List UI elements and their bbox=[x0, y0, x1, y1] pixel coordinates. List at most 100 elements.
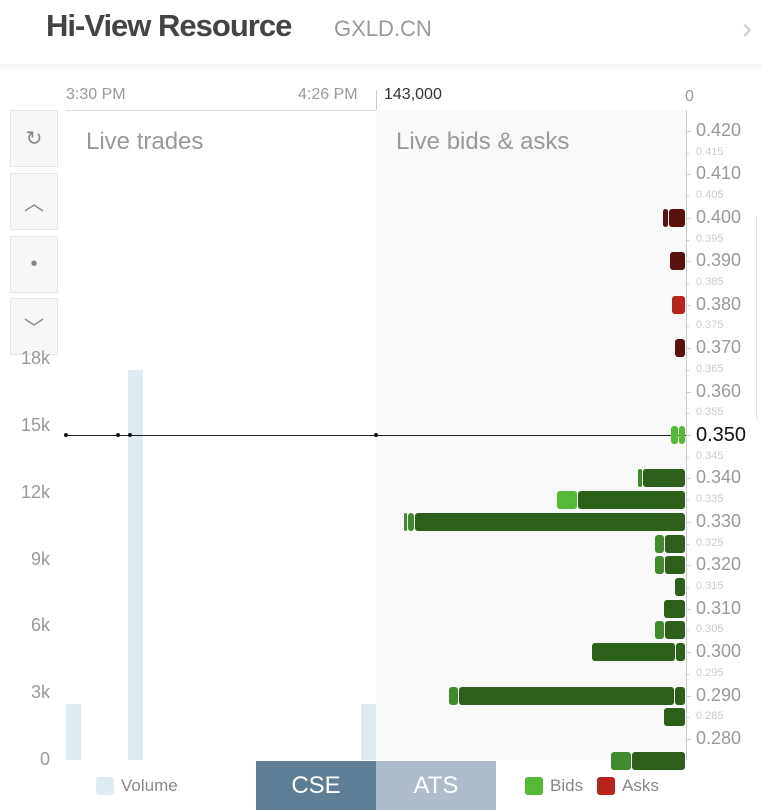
dot-button[interactable]: • bbox=[10, 236, 58, 293]
price-minor-tick-mark bbox=[686, 413, 689, 415]
ask-order-bar bbox=[663, 208, 669, 227]
price-minor-tick-mark bbox=[686, 500, 689, 502]
price-minor-tick-mark bbox=[686, 630, 689, 632]
bid-order-bar bbox=[408, 512, 414, 531]
price-minor-tick-mark bbox=[686, 543, 689, 545]
bid-order-bar bbox=[459, 686, 675, 705]
price-tick-mark bbox=[686, 435, 691, 436]
price-label: 0.280 bbox=[696, 728, 742, 749]
ask-order-bar bbox=[669, 208, 685, 227]
price-tick-mark bbox=[686, 391, 691, 393]
volume-bar bbox=[361, 704, 376, 760]
price-minor-tick-mark bbox=[686, 673, 689, 675]
company-title: Hi-View Resource bbox=[46, 8, 292, 43]
bid-order-bar bbox=[610, 751, 631, 770]
price-minor-tick-mark bbox=[686, 283, 689, 284]
bid-order-bar bbox=[675, 578, 685, 596]
tab-cse[interactable]: CSE bbox=[256, 761, 376, 810]
price-label: 0.330 bbox=[696, 510, 742, 531]
trade-point bbox=[128, 433, 132, 437]
price-label: 0.390 bbox=[696, 250, 742, 271]
price-label: 0.380 bbox=[696, 293, 742, 314]
price-tick-mark bbox=[686, 304, 691, 306]
bid-order-bar bbox=[664, 556, 685, 575]
bid-order-bar bbox=[578, 491, 685, 510]
price-tick-mark bbox=[686, 521, 691, 523]
volume-tick: 9k bbox=[30, 548, 50, 569]
asks-swatch bbox=[597, 777, 615, 795]
price-minor-label: 0.295 bbox=[696, 666, 724, 679]
bid-order-bar bbox=[638, 469, 643, 488]
price-minor-label: 0.365 bbox=[696, 362, 724, 375]
chevron-up-button[interactable]: ︿ bbox=[10, 173, 58, 230]
live-trades-title: Live trades bbox=[86, 128, 204, 155]
chevron-right-icon[interactable]: › bbox=[742, 12, 752, 45]
price-label: 0.290 bbox=[696, 684, 742, 705]
legend-volume: Volume bbox=[121, 776, 178, 795]
trade-point bbox=[64, 433, 68, 437]
bid-order-bar bbox=[655, 534, 664, 553]
bid-order-bar bbox=[449, 686, 459, 705]
price-minor-label: 0.325 bbox=[696, 536, 724, 549]
bids-swatch bbox=[525, 777, 543, 795]
tab-ats[interactable]: ATS bbox=[376, 761, 496, 810]
price-minor-label: 0.415 bbox=[696, 145, 724, 158]
ticker-symbol: GXLD.CN bbox=[334, 16, 432, 41]
price-label: 0.300 bbox=[696, 641, 742, 662]
price-minor-label: 0.375 bbox=[696, 319, 724, 332]
price-label: 0.340 bbox=[696, 467, 742, 488]
price-label: 0.370 bbox=[696, 337, 742, 358]
price-minor-tick-mark bbox=[686, 152, 689, 154]
price-minor-tick-mark bbox=[686, 196, 689, 198]
trade-point bbox=[116, 433, 120, 437]
current-price-label: 0.350 bbox=[696, 424, 747, 446]
bid-order-bar bbox=[675, 686, 685, 705]
header-divider bbox=[0, 64, 762, 72]
bid-order-bar bbox=[632, 751, 685, 770]
legend-bids: Bids bbox=[550, 776, 584, 795]
volume-tick: 3k bbox=[30, 682, 50, 703]
bid-order-bar bbox=[664, 534, 685, 553]
price-minor-tick-mark bbox=[686, 717, 689, 719]
bid-order-bar bbox=[676, 643, 685, 662]
volume-swatch bbox=[96, 777, 114, 795]
price-tick-mark bbox=[686, 131, 691, 132]
price-tick-mark bbox=[686, 608, 691, 610]
bid-order-bar bbox=[415, 512, 685, 531]
chevron-down-button[interactable]: ﹀ bbox=[10, 298, 58, 355]
bid-order-bar bbox=[557, 491, 578, 510]
bid-order-bar bbox=[664, 599, 685, 618]
ask-order-bar bbox=[675, 339, 685, 358]
price-tick-mark bbox=[686, 217, 691, 219]
price-tick-mark bbox=[686, 261, 691, 263]
bid-order-bar bbox=[655, 556, 664, 575]
bid-order-bar bbox=[664, 708, 685, 727]
price-label: 0.420 bbox=[696, 120, 742, 140]
volume-bar bbox=[66, 704, 81, 760]
price-tick-mark bbox=[686, 174, 691, 176]
time-start: 3:30 PM bbox=[66, 86, 126, 103]
time-end: 4:26 PM bbox=[298, 86, 358, 103]
volume-tick: 15k bbox=[20, 414, 50, 435]
price-label: 0.320 bbox=[696, 554, 742, 575]
price-minor-label: 0.395 bbox=[696, 232, 724, 245]
bid-order-bar bbox=[679, 426, 685, 444]
refresh-button[interactable]: ↻ bbox=[10, 110, 58, 167]
bid-order-bar bbox=[671, 426, 679, 444]
depth-min: 0 bbox=[685, 88, 694, 105]
price-minor-label: 0.335 bbox=[696, 493, 724, 506]
price-label: 0.310 bbox=[696, 597, 742, 618]
axis-divider bbox=[376, 90, 377, 110]
bid-order-bar bbox=[664, 621, 685, 640]
price-label: 0.400 bbox=[696, 206, 742, 227]
price-tick-mark bbox=[686, 739, 691, 741]
price-minor-tick-mark bbox=[686, 369, 689, 371]
price-minor-label: 0.315 bbox=[696, 580, 724, 592]
price-minor-label: 0.305 bbox=[696, 623, 724, 636]
price-tick-mark bbox=[686, 652, 691, 654]
scrollbar[interactable] bbox=[756, 215, 762, 420]
volume-tick: 18k bbox=[20, 348, 50, 368]
depth-max: 143,000 bbox=[384, 86, 442, 103]
live-book-title: Live bids & asks bbox=[396, 128, 570, 155]
price-minor-tick-mark bbox=[686, 456, 689, 458]
